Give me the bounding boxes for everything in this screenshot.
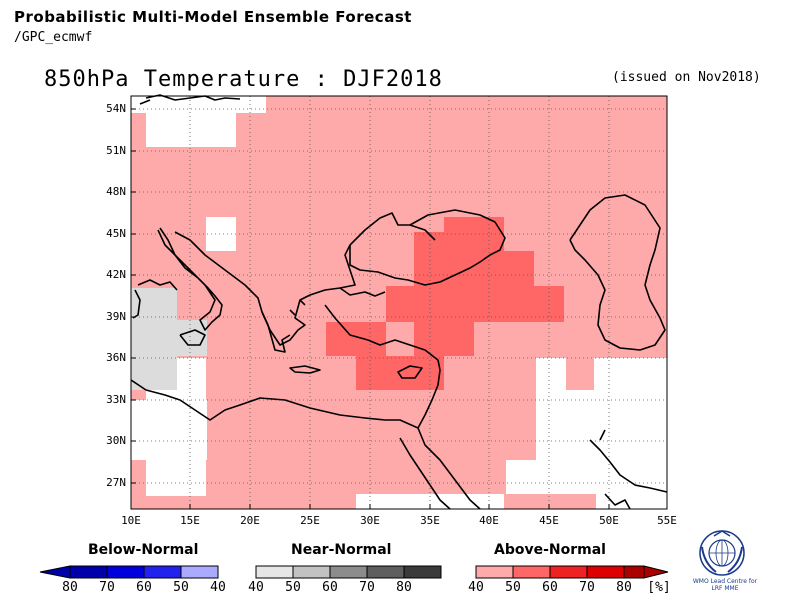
legend-below-bar [39,565,219,579]
lat-label: 33N [106,393,126,406]
lon-label: 40E [479,514,499,527]
legend-above-label: 40 [468,580,484,595]
lon-label: 30E [360,514,380,527]
product-subtitle: /GPC_ecmwf [14,30,93,45]
legend-above-title: Above-Normal [494,542,606,558]
legend-below-label: 60 [136,580,152,595]
lat-label: 54N [106,102,126,115]
legend-below-label: 80 [62,580,78,595]
legend-below-label: 40 [210,580,226,595]
legend-near-bar [255,565,442,579]
grid-lines [131,96,667,509]
legend-near-label: 40 [248,580,264,595]
lon-label: 15E [180,514,200,527]
logo-caption: WMO Lead Centre for LRF MME [692,578,758,592]
legend-near-label: 70 [359,580,375,595]
legend-above-label: 50 [505,580,521,595]
lat-label: 36N [106,351,126,364]
lon-label: 35E [420,514,440,527]
issued-date: (issued on Nov2018) [612,70,761,85]
lat-label: 48N [106,185,126,198]
legend-above-label: 70 [579,580,595,595]
legend-below-label: 50 [173,580,189,595]
legend-below-title: Below-Normal [88,542,199,558]
legend-above-label: 60 [542,580,558,595]
wmo-logo-icon [699,530,745,576]
legend-near-title: Near-Normal [291,542,392,558]
lon-label: 50E [599,514,619,527]
legend-above-bar [475,565,669,579]
legend-near-label: 60 [322,580,338,595]
lon-label: 20E [240,514,260,527]
lat-label: 39N [106,310,126,323]
lon-label: 25E [300,514,320,527]
legend-below-label: 70 [99,580,115,595]
lat-label: 30N [106,434,126,447]
map-title: 850hPa Temperature : DJF2018 [44,67,443,92]
lat-label: 45N [106,227,126,240]
legend-near-label: 80 [396,580,412,595]
legend-near-label: 50 [285,580,301,595]
lat-label: 42N [106,268,126,281]
legend-unit: [%] [647,580,671,595]
product-title: Probabilistic Multi-Model Ensemble Forec… [14,8,412,26]
lat-label: 51N [106,144,126,157]
no-signal-regions [131,96,667,509]
coastlines [130,94,668,510]
above-normal-50-region [326,217,564,390]
legend-above-label: 80 [616,580,632,595]
near-normal-region [131,288,177,390]
lon-label: 55E [657,514,677,527]
lat-label: 27N [106,476,126,489]
lon-label: 45E [539,514,559,527]
lon-label: 10E [121,514,141,527]
